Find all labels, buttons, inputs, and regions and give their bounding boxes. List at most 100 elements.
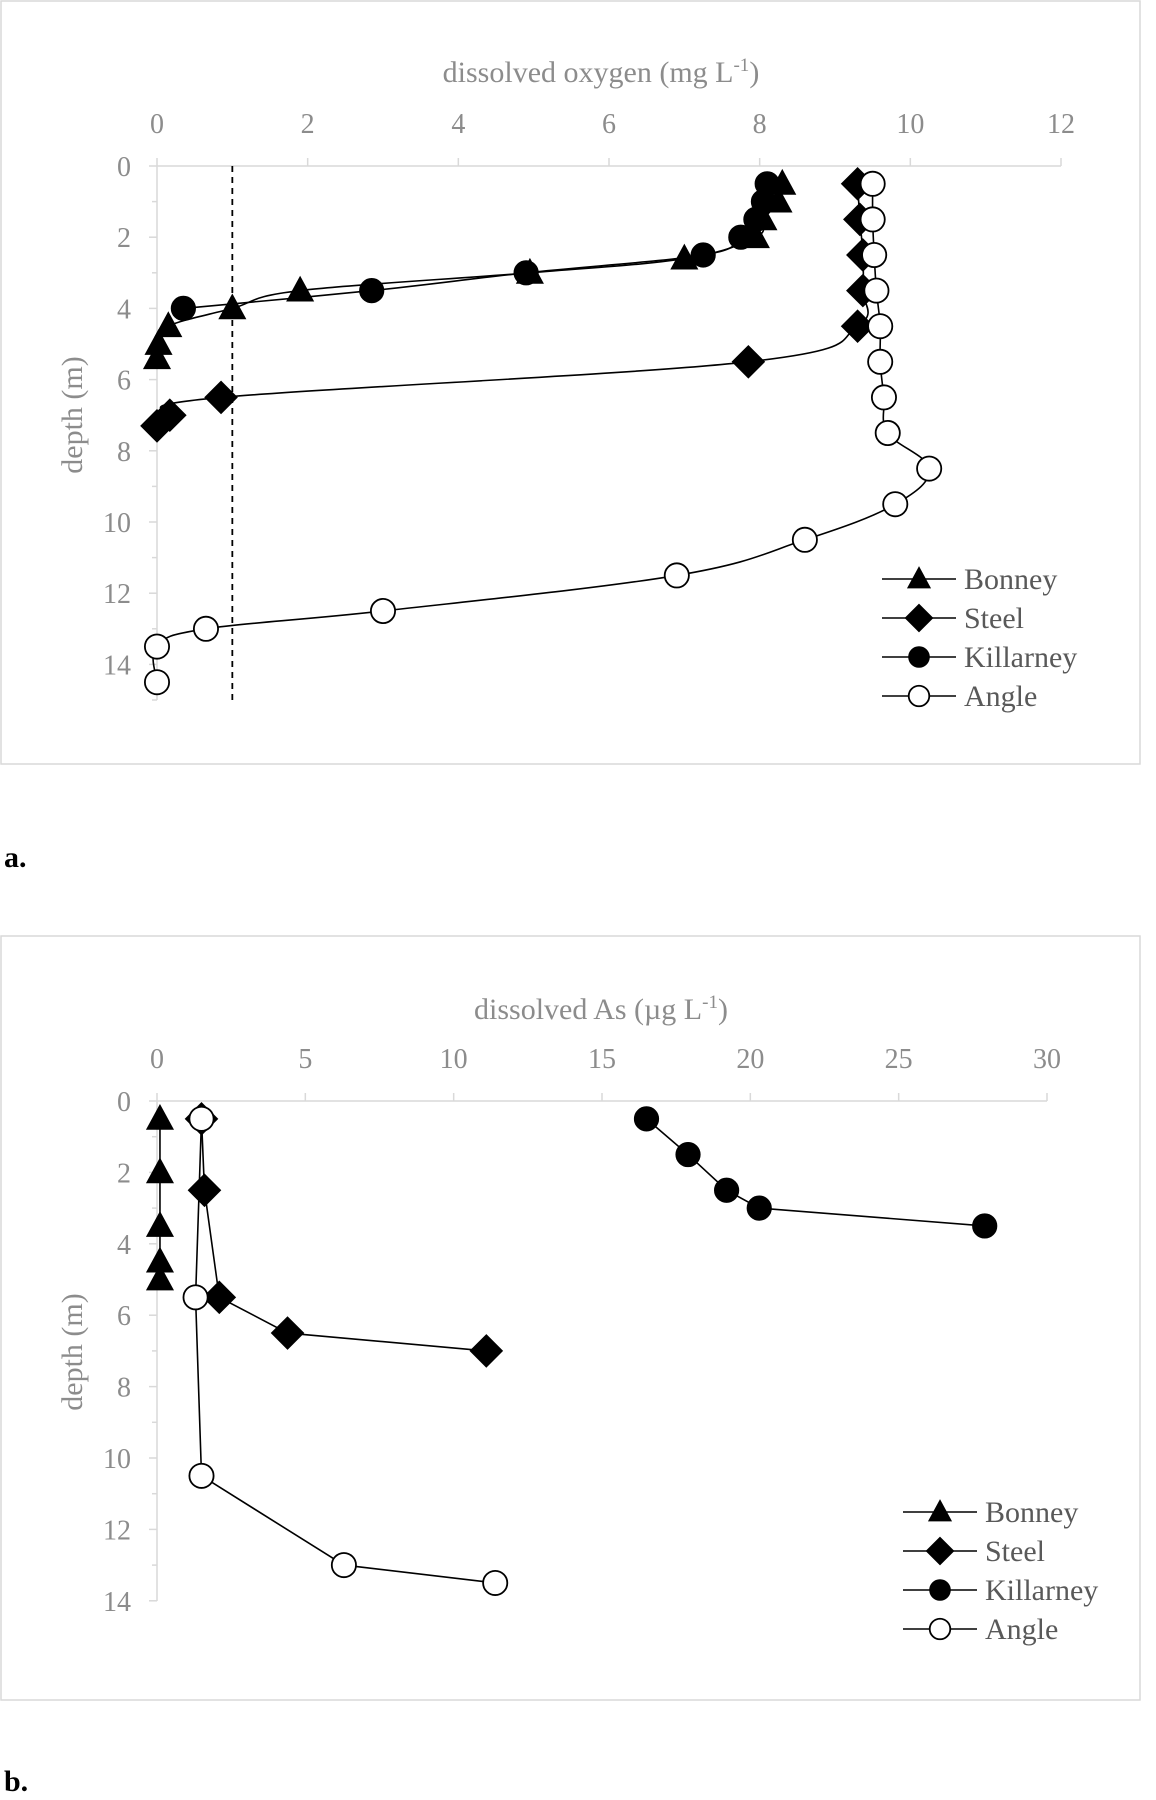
series-angle-point bbox=[188, 1462, 215, 1489]
chart-b-y-axis-title: depth (m) bbox=[56, 1293, 89, 1410]
chart-b-x-tick-label: 20 bbox=[736, 1044, 764, 1075]
chart-a-x-tick-label: 2 bbox=[301, 109, 315, 140]
chart-a-y-tick-label: 4 bbox=[117, 294, 131, 325]
series-angle-point bbox=[859, 206, 886, 233]
chart-b-y-tick-label: 10 bbox=[103, 1444, 131, 1475]
series-killarney-point bbox=[746, 1195, 772, 1221]
series-killarney-point bbox=[972, 1213, 998, 1239]
legend-steel-marker bbox=[904, 603, 934, 633]
chart-a-y-tick-label: 0 bbox=[117, 152, 131, 183]
series-killarney-point bbox=[714, 1177, 740, 1203]
chart-b-x-tick-label: 30 bbox=[1033, 1044, 1061, 1075]
series-angle-point bbox=[874, 419, 901, 446]
chart-a-x-tick-label: 8 bbox=[753, 109, 767, 140]
series-angle-point bbox=[859, 170, 886, 197]
series-angle-point bbox=[143, 669, 170, 696]
legend-killarney-label: Killarney bbox=[985, 1574, 1098, 1607]
series-steel-point bbox=[731, 344, 766, 379]
series-killarney-point bbox=[743, 206, 769, 232]
series-killarney-point bbox=[170, 295, 196, 321]
series-steel-point bbox=[840, 309, 875, 344]
legend-steel-marker bbox=[925, 1536, 955, 1566]
series-killarney-point bbox=[359, 278, 385, 304]
chart-a-y-tick-label: 12 bbox=[103, 579, 131, 610]
legend-bonney-label: Bonney bbox=[964, 563, 1057, 596]
series-bonney-point bbox=[218, 293, 247, 320]
legend-bonney-marker bbox=[906, 566, 932, 589]
chart-b-y-tick-label: 4 bbox=[117, 1230, 131, 1261]
legend-entry-steel: Steel bbox=[882, 602, 1024, 635]
chart-a-y-tick-label: 10 bbox=[103, 508, 131, 539]
chart-b-y-tick-label: 6 bbox=[117, 1301, 131, 1332]
series-angle-point bbox=[369, 598, 396, 625]
legend-killarney-label: Killarney bbox=[964, 641, 1077, 674]
chart-b-x-tick-label: 15 bbox=[588, 1044, 616, 1075]
chart-a-x-tick-label: 6 bbox=[602, 109, 616, 140]
series-angle-point bbox=[143, 633, 170, 660]
legend-angle-marker bbox=[907, 684, 931, 708]
series-steel-point bbox=[202, 1280, 237, 1315]
series-killarney-point bbox=[728, 224, 754, 250]
panel-b-dissolved-arsenic: 0 5 10 15 20 25 30 0 2 4 6 8 10 12 14 dissolved As (µg… bbox=[0, 935, 1141, 1701]
legend-angle-label: Angle bbox=[964, 680, 1037, 713]
chart-a-y-axis-title: depth (m) bbox=[56, 356, 89, 473]
legend-entry-killarney: Killarney bbox=[882, 641, 1077, 674]
chart-b-x-tick-label: 25 bbox=[885, 1044, 913, 1075]
chart-a-frame bbox=[0, 0, 1141, 765]
chart-a-y-tick-label: 6 bbox=[117, 366, 131, 397]
series-angle-point bbox=[863, 277, 890, 304]
chart-a-y-tick-label: 8 bbox=[117, 437, 131, 468]
series-bonney-point bbox=[145, 1211, 175, 1237]
panel-a-label: a. bbox=[4, 841, 27, 874]
panel-a-dissolved-oxygen: 0 2 4 6 8 10 12 0 2 4 6 8 10 12 14 dissolved oxygen (m… bbox=[0, 0, 1141, 765]
chart-a-y-tick-label: 2 bbox=[117, 223, 131, 254]
chart-b-x-tick-label: 10 bbox=[440, 1044, 468, 1075]
series-steel-point bbox=[270, 1316, 305, 1350]
chart-b-x-tick-label: 0 bbox=[150, 1044, 164, 1075]
legend-angle-marker bbox=[928, 1617, 952, 1641]
series-angle-point bbox=[791, 526, 818, 553]
series-killarney-point bbox=[690, 242, 716, 268]
series-angle-point bbox=[867, 313, 894, 340]
chart-b-series bbox=[145, 1102, 998, 1596]
series-killarney-point bbox=[633, 1106, 660, 1132]
legend-killarney-marker bbox=[929, 1579, 951, 1601]
chart-b-legend: Bonney Steel Killarney Angle bbox=[903, 1496, 1098, 1646]
legend-entry-bonney: Bonney bbox=[882, 563, 1057, 596]
series-bonney-point bbox=[145, 1264, 175, 1291]
series-angle-point bbox=[870, 384, 897, 411]
legend-entry-killarney: Killarney bbox=[903, 1574, 1098, 1607]
series-bonney-point bbox=[142, 343, 172, 370]
series-steel-point bbox=[152, 398, 187, 433]
series-angle-point bbox=[192, 615, 219, 642]
legend-bonney-label: Bonney bbox=[985, 1496, 1078, 1529]
series-killarney-point bbox=[675, 1141, 701, 1168]
chart-b-y-tick-label: 14 bbox=[103, 1587, 131, 1618]
legend-steel-label: Steel bbox=[985, 1535, 1045, 1568]
chart-a-x-tick-label: 4 bbox=[451, 109, 465, 140]
legend-steel-label: Steel bbox=[964, 602, 1024, 635]
legend-entry-steel: Steel bbox=[903, 1535, 1045, 1568]
series-steel-point bbox=[140, 409, 174, 443]
chart-b-y-tick-label: 0 bbox=[117, 1087, 131, 1118]
chart-a-legend: Bonney Steel Killarney Angle bbox=[882, 563, 1077, 713]
series-bonney-point bbox=[154, 311, 183, 338]
series-bonney-point bbox=[286, 275, 315, 302]
chart-b-y-tick-label: 2 bbox=[117, 1158, 131, 1189]
series-angle-point bbox=[916, 455, 943, 482]
series-angle-point bbox=[330, 1552, 357, 1579]
legend-entry-bonney: Bonney bbox=[903, 1496, 1078, 1529]
series-steel-point bbox=[469, 1334, 504, 1368]
panel-b-label: b. bbox=[4, 1765, 28, 1798]
legend-killarney-marker bbox=[908, 646, 930, 668]
series-angle-point bbox=[663, 562, 690, 589]
chart-b-frame bbox=[0, 935, 1141, 1701]
chart-b-axes: 0 5 10 15 20 25 30 0 2 4 6 8 10 12 14 bbox=[103, 1044, 1061, 1618]
chart-a-x-tick-label: 12 bbox=[1047, 109, 1075, 140]
chart-b-y-tick-label: 8 bbox=[117, 1373, 131, 1404]
chart-b-x-tick-label: 5 bbox=[298, 1044, 312, 1075]
chart-b-y-tick-label: 12 bbox=[103, 1515, 131, 1546]
chart-b-x-axis-title: dissolved As (µg L-1) bbox=[474, 992, 728, 1026]
series-angle-point bbox=[182, 1284, 209, 1311]
